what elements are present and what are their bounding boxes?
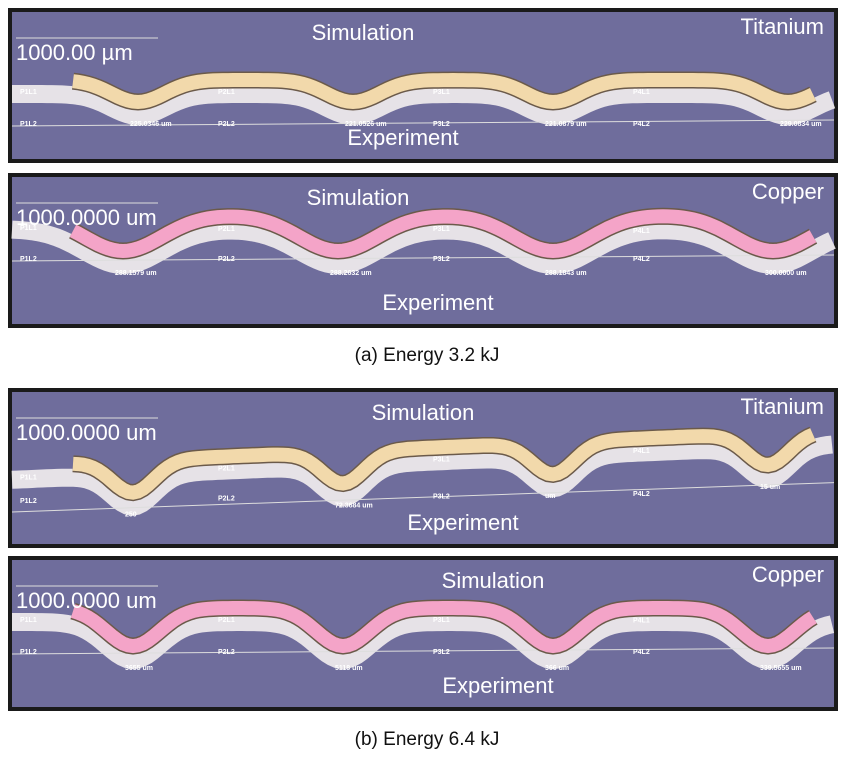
micrograph-panel: 1000.0000 um Simulation Experiment Copper P1… <box>8 173 838 328</box>
micrograph-panel: 1000.0000 um Simulation Experiment Copper P1… <box>8 556 838 711</box>
caption: (b) Energy 6.4 kJ <box>355 729 500 750</box>
measurement-label: P3L1 <box>433 89 450 96</box>
measurement-label: P1L2 <box>20 256 37 263</box>
material-label: Copper <box>752 179 824 204</box>
measurement-label: P4L2 <box>633 491 650 498</box>
experiment-label: Experiment <box>407 510 518 535</box>
measurement-label: P1L2 <box>20 498 37 505</box>
material-label: Titanium <box>740 394 824 419</box>
measurement-label: 3655 um <box>125 665 153 672</box>
micrograph-panel: 1000.00 µm Simulation Experiment Titanium P1… <box>8 8 838 163</box>
measurement-label: 288.2632 um <box>330 270 372 277</box>
simulation-label: Simulation <box>312 20 415 45</box>
measurement-label: P2L2 <box>218 256 235 263</box>
scale-label: 1000.0000 um <box>16 420 157 445</box>
measurement-label: P3L1 <box>433 617 450 624</box>
experiment-label: Experiment <box>442 673 553 698</box>
measurement-label: 250 <box>125 511 137 518</box>
measurement-label: 5118 um <box>335 665 363 672</box>
measurement-label: P3L2 <box>433 649 450 656</box>
experiment-label: Experiment <box>347 125 458 150</box>
measurement-label: P3L2 <box>433 256 450 263</box>
measurement-label: P1L1 <box>20 225 37 232</box>
measurement-label: P4L2 <box>633 121 650 128</box>
measurement-label: P4L1 <box>633 617 650 624</box>
measurement-label: 366 um <box>545 665 569 672</box>
measurement-label: P2L1 <box>218 89 235 96</box>
measurement-label: P2L2 <box>218 496 235 503</box>
measurement-label: 288.1843 um <box>545 270 587 277</box>
measurement-label: P4L1 <box>633 228 650 235</box>
measurement-label: 229.0834 um <box>780 121 822 128</box>
measurement-label: P2L2 <box>218 121 235 128</box>
measurement-label: 221.0879 um <box>545 121 587 128</box>
simulation-label: Simulation <box>372 400 475 425</box>
material-label: Copper <box>752 562 824 587</box>
measurement-label: P2L1 <box>218 226 235 233</box>
scale-label: 1000.0000 um <box>16 588 157 613</box>
material-label: Titanium <box>740 14 824 39</box>
scale-label: 1000.00 µm <box>16 40 133 65</box>
measurement-label: P1L2 <box>20 649 37 656</box>
simulation-label: Simulation <box>442 568 545 593</box>
measurement-label: P4L1 <box>633 448 650 455</box>
measurement-label: P3L2 <box>433 493 450 500</box>
measurement-label: P3L2 <box>433 121 450 128</box>
measurement-label: um <box>545 493 556 500</box>
measurement-label: P3L1 <box>433 456 450 463</box>
figure: (a) Energy 3.2 kJ (b) Energy 6.4 kJ 1000… <box>0 0 855 758</box>
measurement-label: 288.1579 um <box>115 270 157 277</box>
measurement-label: P1L1 <box>20 89 37 96</box>
measurement-label: 15 um <box>760 484 780 491</box>
measurement-label: P2L2 <box>218 649 235 656</box>
measurement-label: P1L1 <box>20 617 37 624</box>
measurement-label: P3L1 <box>433 226 450 233</box>
measurement-label: P1L2 <box>20 121 37 128</box>
measurement-label: 72.3684 um <box>335 502 373 509</box>
measurement-label: P1L1 <box>20 474 37 481</box>
measurement-label: 225.0346 um <box>130 121 172 128</box>
caption: (a) Energy 3.2 kJ <box>355 345 500 366</box>
measurement-label: P4L1 <box>633 89 650 96</box>
measurement-label: P2L1 <box>218 617 235 624</box>
measurement-label: P4L2 <box>633 649 650 656</box>
measurement-label: 300.0000 um <box>765 270 807 277</box>
measurement-label: 339.5655 um <box>760 665 802 672</box>
scale-label: 1000.0000 um <box>16 205 157 230</box>
micrograph-panel: 1000.0000 um Simulation Experiment Titanium… <box>8 388 838 548</box>
experiment-label: Experiment <box>382 290 493 315</box>
page: (a) Energy 3.2 kJ (b) Energy 6.4 kJ 1000… <box>0 0 855 758</box>
measurement-label: 221.0526 um <box>345 121 387 128</box>
measurement-label: P4L2 <box>633 256 650 263</box>
simulation-label: Simulation <box>307 185 410 210</box>
measurement-label: P2L1 <box>218 466 235 473</box>
